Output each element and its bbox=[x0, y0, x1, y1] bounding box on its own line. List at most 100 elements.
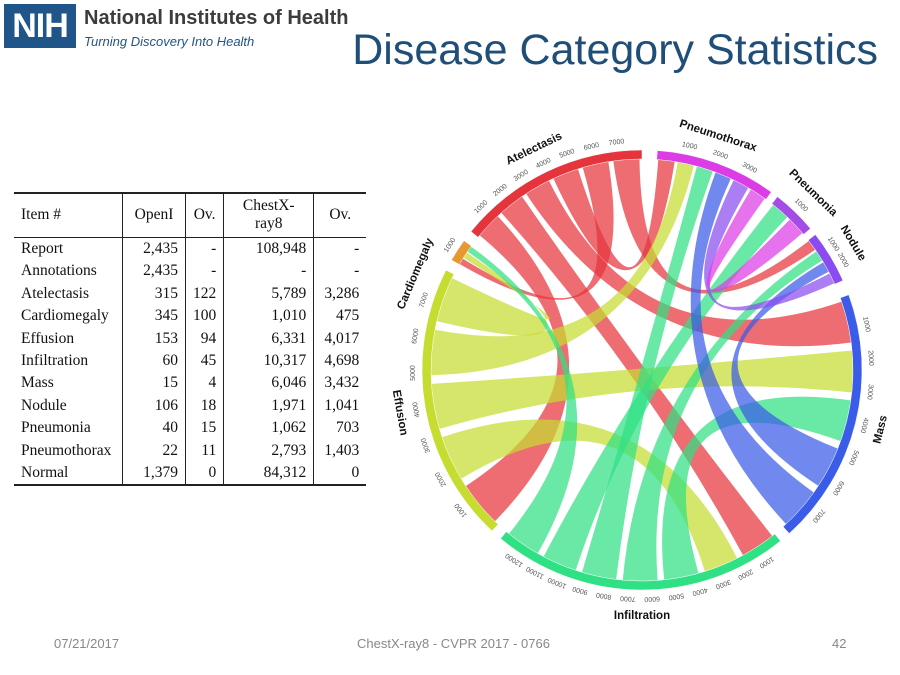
tick-label: 1000 bbox=[454, 502, 469, 519]
tick-label: 5000 bbox=[668, 591, 685, 600]
table-cell-chestx-ray8: 6,331 bbox=[223, 327, 314, 351]
table-row: Effusion 153 94 6,331 4,017 bbox=[14, 327, 367, 351]
table-cell-openi: 2,435 bbox=[122, 260, 186, 283]
tick-label: 5000 bbox=[410, 365, 417, 381]
table-cell-item: Normal bbox=[14, 462, 123, 487]
group-label-effusion: Effusion bbox=[392, 389, 410, 436]
table-cell-chestx-overlap: 4,698 bbox=[313, 350, 367, 373]
table-cell-chestx-overlap: 3,432 bbox=[313, 372, 367, 395]
group-label-cardiomegaly: Cardiomegaly bbox=[395, 236, 436, 311]
table-cell-chestx-ray8: 84,312 bbox=[223, 462, 314, 487]
table-cell-openi: 15 bbox=[122, 372, 186, 395]
table-cell-openi-overlap: 11 bbox=[184, 439, 224, 463]
org-tagline: Turning Discovery Into Health bbox=[84, 34, 255, 49]
tick-label: 7000 bbox=[419, 292, 430, 309]
table-cell-openi: 345 bbox=[122, 305, 186, 328]
tick-label: 8000 bbox=[595, 591, 612, 601]
table-cell-item: Cardiomegaly bbox=[21, 307, 109, 325]
tick-label: 2000 bbox=[866, 350, 874, 366]
tick-label: 3000 bbox=[420, 437, 432, 454]
ribbon-atelectasis-effusion bbox=[465, 216, 570, 522]
table-cell-openi-overlap: 122 bbox=[184, 282, 224, 306]
tick-label: 1000 bbox=[758, 555, 775, 569]
table-cell-item: Report bbox=[21, 240, 64, 257]
table-cell-chestx-overlap: 703 bbox=[313, 417, 367, 440]
tick-label: 1000 bbox=[681, 141, 698, 151]
table-cell-item: Pneumonia bbox=[21, 419, 91, 437]
column-header-chestx-ray8: ChestX-ray8 bbox=[223, 192, 314, 238]
table-cell-openi: 1,379 bbox=[122, 462, 186, 487]
table-cell-openi-overlap: 15 bbox=[184, 417, 224, 440]
group-label-atelectasis: Atelectasis bbox=[504, 130, 564, 167]
tick-label: 7000 bbox=[608, 138, 624, 147]
table-row: Atelectasis 315 122 5,789 3,286 bbox=[14, 282, 367, 306]
table-cell-chestx-ray8: 2,793 bbox=[223, 439, 314, 463]
table-cell-openi-overlap: 45 bbox=[184, 350, 224, 373]
slide-title: Disease Category Statistics bbox=[352, 26, 878, 74]
tick-label: 9000 bbox=[572, 585, 589, 596]
ribbon-atelectasis-nodule bbox=[613, 159, 816, 294]
table-row: Nodule 106 18 1,971 1,041 bbox=[14, 394, 367, 418]
tick-label: 1000 bbox=[443, 237, 457, 254]
tick-label: 2000 bbox=[836, 252, 850, 269]
ribbon-infiltration-nodule bbox=[622, 251, 823, 582]
table-cell-chestx-ray8: 1,971 bbox=[223, 394, 314, 418]
table-cell-openi-overlap: - bbox=[184, 260, 224, 283]
table-row: Infiltration 60 45 10,317 4,698 bbox=[14, 350, 367, 373]
ribbon-mass-nodule bbox=[731, 262, 838, 486]
group-label-infiltration: Infiltration bbox=[614, 610, 670, 622]
ribbon-effusion-pneumothorax bbox=[431, 162, 694, 376]
tick-label: 11000 bbox=[525, 565, 545, 580]
ribbon-infiltration-mass bbox=[662, 396, 851, 580]
group-arc-effusion bbox=[421, 269, 499, 532]
tick-label: 6000 bbox=[644, 595, 660, 603]
group-arc-mass bbox=[782, 294, 863, 534]
table-cell-openi-overlap: 0 bbox=[184, 462, 224, 487]
ribbon-infiltration-pneumonia bbox=[543, 204, 788, 571]
ribbons bbox=[431, 159, 853, 582]
table-cell-openi: 2,435 bbox=[122, 237, 186, 261]
tick-label: 6000 bbox=[583, 142, 600, 152]
column-header-openi: OpenI bbox=[122, 192, 186, 238]
table-cell-openi: 315 bbox=[122, 282, 186, 306]
group-arc-atelectasis bbox=[470, 149, 643, 238]
table-cell-openi-overlap: 94 bbox=[184, 327, 224, 351]
group-label-mass: Mass bbox=[871, 414, 890, 445]
table-cell-item: Annotations bbox=[21, 262, 97, 280]
table-row: Mass 15 4 6,046 3,432 bbox=[14, 372, 367, 395]
table-cell-chestx-overlap: 3,286 bbox=[313, 282, 367, 306]
tick-label: 10000 bbox=[547, 575, 568, 589]
table-cell-chestx-ray8: 10,317 bbox=[223, 350, 314, 373]
tick-label: 3000 bbox=[714, 578, 731, 590]
ribbon-pneumothorax-pneumonia bbox=[706, 189, 803, 293]
tick-label: 7000 bbox=[811, 507, 826, 524]
tick-label: 4000 bbox=[412, 401, 422, 418]
tick-label: 1000 bbox=[473, 199, 489, 215]
table-cell-chestx-overlap: - bbox=[313, 260, 367, 283]
tick-label: 3000 bbox=[741, 161, 758, 175]
ribbon-atelectasis-cardiomegaly bbox=[459, 161, 614, 300]
tick-label: 5000 bbox=[559, 148, 576, 160]
table-cell-openi-overlap: 18 bbox=[184, 394, 224, 418]
ribbon-infiltration-pneumothorax bbox=[581, 166, 713, 580]
table-cell-openi: 40 bbox=[122, 417, 186, 440]
table-cell-item: Atelectasis bbox=[21, 284, 90, 302]
table-row: Pneumothorax 22 11 2,793 1,403 bbox=[14, 439, 367, 463]
column-header-openi-overlap: Ov. bbox=[184, 192, 224, 238]
table-cell-chestx-overlap: 4,017 bbox=[313, 327, 367, 351]
tick-label: 1000 bbox=[826, 236, 840, 253]
tick-label: 4000 bbox=[691, 586, 708, 597]
column-header-chestx-overlap: Ov. bbox=[313, 192, 367, 238]
table-cell-openi: 60 bbox=[122, 350, 186, 373]
statistics-table: Item # OpenI Ov. ChestX-ray8 Ov. Report 2,435… bbox=[14, 192, 367, 487]
tick-label: 1000 bbox=[793, 198, 809, 214]
table-cell-chestx-overlap: 475 bbox=[313, 305, 367, 328]
table-row: Report 2,435-108,948- bbox=[14, 237, 367, 261]
group-arc-pneumonia bbox=[771, 196, 811, 235]
tick-label: 4000 bbox=[859, 417, 870, 434]
group-arc-cardiomegaly bbox=[451, 240, 472, 265]
table-cell-chestx-overlap: - bbox=[313, 237, 367, 261]
column-header-item: Item # bbox=[14, 192, 123, 238]
table-cell-item: Pneumothorax bbox=[21, 441, 112, 459]
table-cell-chestx-ray8: 6,046 bbox=[223, 372, 314, 395]
